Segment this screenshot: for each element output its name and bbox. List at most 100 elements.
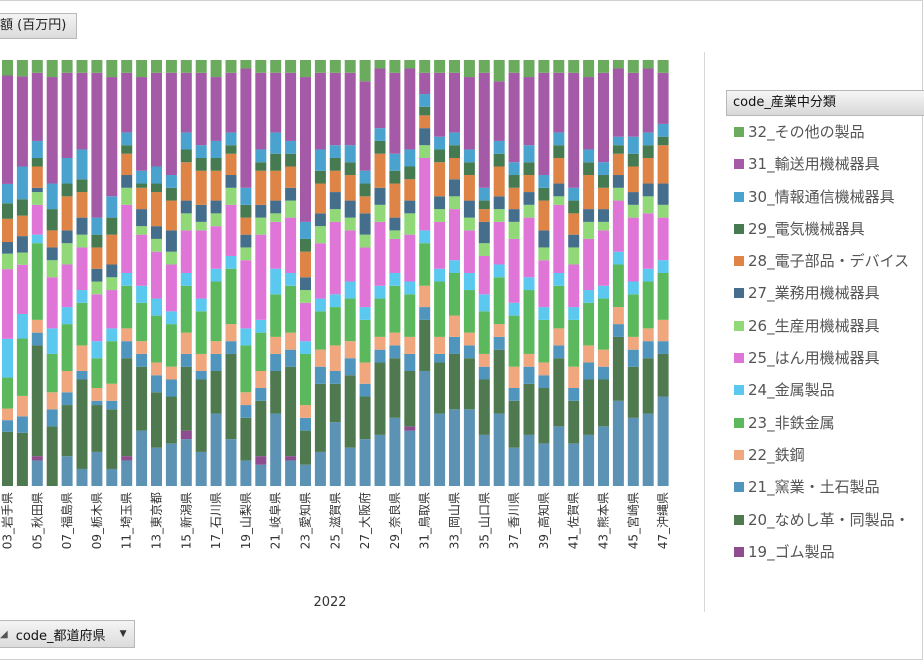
bar-segment[interactable] — [76, 60, 88, 73]
bar-segment[interactable] — [240, 187, 252, 205]
bar-segment[interactable] — [627, 72, 639, 137]
bar-segment[interactable] — [314, 213, 326, 227]
bar-segment[interactable] — [225, 175, 237, 188]
bar-segment[interactable] — [463, 77, 475, 150]
bar-segment[interactable] — [165, 443, 177, 486]
bar-segment[interactable] — [553, 60, 565, 73]
bar-segment[interactable] — [180, 200, 192, 214]
bar-segment[interactable] — [374, 60, 386, 69]
bar-segment[interactable] — [106, 468, 118, 486]
bar-segment[interactable] — [270, 213, 282, 222]
bar-segment[interactable] — [493, 324, 505, 337]
bar-segment[interactable] — [270, 221, 282, 269]
bar-segment[interactable] — [404, 166, 416, 180]
bar-segment[interactable] — [31, 460, 43, 486]
bar-segment[interactable] — [583, 209, 595, 222]
bar-segment[interactable] — [285, 366, 297, 457]
bar-segment[interactable] — [627, 336, 639, 350]
bar-segment[interactable] — [195, 72, 207, 146]
bar-segment[interactable] — [255, 332, 267, 371]
bar-segment[interactable] — [598, 230, 609, 286]
bar-segment[interactable] — [270, 370, 282, 414]
bar-segment[interactable] — [31, 243, 43, 320]
bar-segment[interactable] — [642, 60, 654, 69]
bar-segment[interactable] — [225, 153, 237, 176]
bar-segment[interactable] — [553, 183, 565, 197]
bar-segment[interactable] — [463, 358, 475, 410]
bar-segment[interactable] — [106, 290, 118, 329]
bar-segment[interactable] — [538, 307, 550, 320]
bar-segment[interactable] — [76, 149, 88, 180]
bar-segment[interactable] — [270, 268, 282, 295]
bar-segment[interactable] — [165, 200, 177, 231]
bar-segment[interactable] — [255, 72, 267, 150]
bar-segment[interactable] — [106, 77, 118, 197]
bar-segment[interactable] — [240, 328, 252, 346]
bar-segment[interactable] — [344, 375, 356, 448]
bar-segment[interactable] — [195, 451, 207, 486]
bar-segment[interactable] — [508, 400, 520, 448]
bar-segment[interactable] — [553, 345, 565, 359]
bar-segment[interactable] — [359, 196, 371, 214]
bar-segment[interactable] — [612, 136, 624, 146]
bar-segment[interactable] — [583, 60, 595, 78]
bar-segment[interactable] — [46, 77, 58, 184]
bar-segment[interactable] — [642, 68, 654, 133]
bar-segment[interactable] — [300, 353, 311, 406]
bar-segment[interactable] — [151, 238, 162, 252]
bar-segment[interactable] — [523, 217, 535, 278]
value-field-button[interactable]: 額 (百万円) — [0, 13, 78, 39]
legend-item[interactable]: 32_その他の製品 — [726, 116, 924, 148]
bar-segment[interactable] — [493, 196, 505, 210]
bar-segment[interactable] — [612, 68, 624, 137]
bar-segment[interactable] — [627, 294, 639, 337]
bar-segment[interactable] — [329, 221, 341, 295]
bar-segment[interactable] — [270, 353, 282, 371]
bar-segment[interactable] — [76, 179, 88, 193]
bar-segment[interactable] — [329, 307, 341, 346]
bar-segment[interactable] — [91, 294, 103, 342]
bar-segment[interactable] — [404, 336, 416, 354]
bar-segment[interactable] — [225, 324, 237, 342]
bar-segment[interactable] — [612, 153, 624, 176]
bar-segment[interactable] — [255, 388, 267, 401]
bar-segment[interactable] — [31, 345, 43, 457]
bar-segment[interactable] — [627, 217, 639, 282]
bar-segment[interactable] — [151, 375, 162, 393]
bar-segment[interactable] — [389, 217, 401, 231]
bar-segment[interactable] — [46, 409, 58, 427]
bar-segment[interactable] — [598, 162, 609, 176]
bar-segment[interactable] — [419, 145, 431, 158]
bar-segment[interactable] — [389, 332, 401, 346]
bar-segment[interactable] — [285, 153, 297, 167]
bar-segment[interactable] — [300, 430, 311, 465]
bar-segment[interactable] — [598, 285, 609, 299]
bar-segment[interactable] — [627, 192, 639, 205]
legend-item[interactable]: 25_はん用機械器具 — [726, 342, 924, 374]
bar-segment[interactable] — [121, 204, 133, 273]
bar-segment[interactable] — [106, 341, 118, 384]
bar-segment[interactable] — [404, 213, 416, 235]
bar-segment[interactable] — [61, 230, 73, 244]
bar-segment[interactable] — [553, 358, 565, 427]
bar-segment[interactable] — [329, 294, 341, 308]
bar-segment[interactable] — [419, 60, 431, 73]
bar-segment[interactable] — [136, 187, 148, 210]
bar-segment[interactable] — [449, 273, 460, 316]
bar-segment[interactable] — [523, 204, 535, 218]
bar-segment[interactable] — [165, 366, 177, 380]
bar-segment[interactable] — [612, 400, 624, 486]
bar-segment[interactable] — [285, 187, 297, 201]
bar-segment[interactable] — [583, 221, 595, 239]
bar-segment[interactable] — [538, 200, 550, 231]
legend-item[interactable]: 28_電子部品・デバイス — [726, 245, 924, 277]
bar-segment[interactable] — [240, 345, 252, 393]
bar-segment[interactable] — [642, 196, 654, 214]
bar-segment[interactable] — [210, 60, 222, 78]
bar-segment[interactable] — [91, 451, 103, 486]
bar-segment[interactable] — [270, 132, 282, 154]
bar-segment[interactable] — [374, 204, 386, 222]
bar-segment[interactable] — [76, 247, 88, 291]
bar-segment[interactable] — [523, 77, 535, 146]
bar-segment[interactable] — [300, 238, 311, 252]
